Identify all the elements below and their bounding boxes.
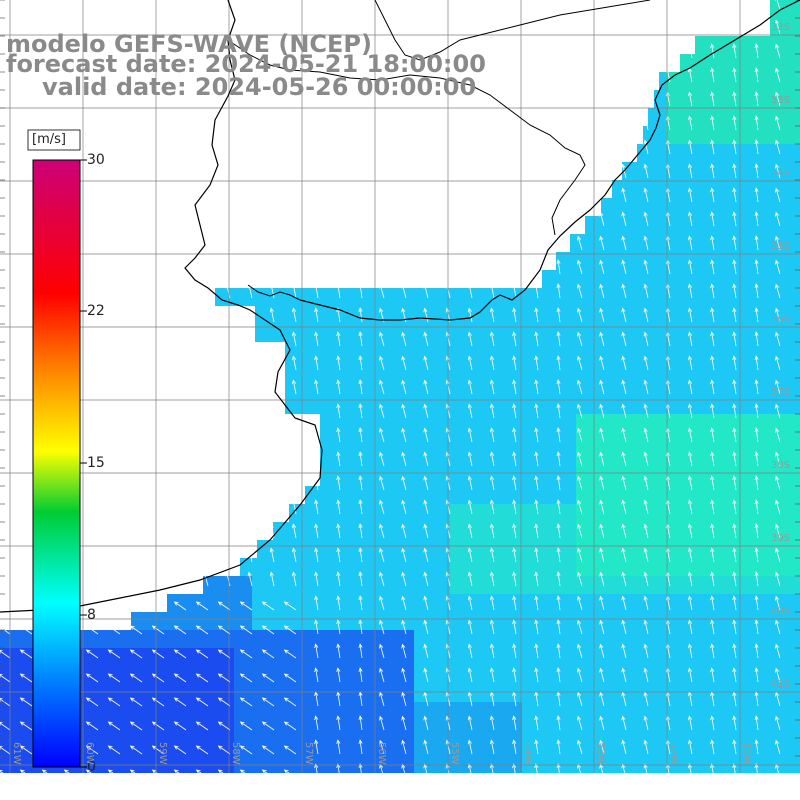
lon-label: 53W [595, 742, 606, 765]
colorbar-unit-label: [m/s] [32, 132, 66, 147]
colorbar-tick-label: 15 [87, 455, 105, 471]
lat-label: 36S [771, 314, 791, 325]
lat-label: 39S [771, 533, 791, 544]
lon-label: 51W [741, 742, 752, 765]
lat-label: 37S [771, 387, 791, 398]
lat-label: 38S [771, 460, 791, 471]
lon-label: 61W [11, 742, 22, 765]
lat-lon-grid [0, 0, 800, 773]
colorbar-tick-label: 22 [87, 303, 105, 319]
lat-label: 40S [771, 606, 791, 617]
lon-label: 54W [522, 742, 533, 765]
lat-label: 32S [771, 22, 791, 33]
title-model: modelo GEFS-WAVE (NCEP) [6, 30, 372, 58]
title-valid-date: valid date: 2024-05-26 00:00:00 [42, 73, 477, 101]
lat-label: 34S [771, 168, 791, 179]
wind-vectors [0, 595, 781, 773]
lat-label: 33S [771, 95, 791, 106]
title-forecast-date: forecast date: 2024-05-21 18:00:00 [6, 50, 486, 78]
lon-label: 56W [376, 742, 387, 765]
lon-label: 59W [157, 742, 168, 765]
colorbar-tick-label: 8 [87, 607, 96, 623]
lon-label: 57W [303, 742, 314, 765]
lat-label: 35S [771, 241, 791, 252]
lat-label: 41S [771, 679, 791, 690]
coastline [0, 0, 800, 613]
colorbar-tick-label: 0 [87, 759, 96, 775]
lon-label: 52W [668, 742, 679, 765]
lon-label: 60W [84, 742, 95, 765]
lon-label: 55W [449, 742, 460, 765]
colorbar [27, 129, 87, 768]
colorbar-tick-label: 30 [87, 152, 105, 168]
lon-label: 58W [230, 742, 241, 765]
